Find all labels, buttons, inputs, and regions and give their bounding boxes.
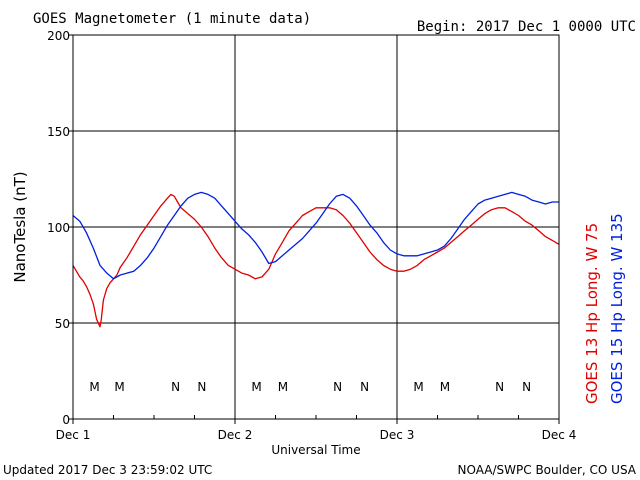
y-tick-label: 150 xyxy=(47,125,70,139)
marker-m: M xyxy=(278,380,288,394)
begin-time: Begin: 2017 Dec 1 0000 UTC xyxy=(417,19,636,35)
marker-n: N xyxy=(197,380,206,394)
series-line-goes13 xyxy=(72,193,560,328)
y-tick-label: 0 xyxy=(62,413,70,427)
marker-m: M xyxy=(251,380,261,394)
marker-m: M xyxy=(114,380,124,394)
chart-title: GOES Magnetometer (1 minute data) xyxy=(33,11,311,27)
y-tick-label: 100 xyxy=(47,221,70,235)
credit: NOAA/SWPC Boulder, CO USA xyxy=(458,463,637,477)
marker-m: M xyxy=(89,380,99,394)
x-axis-ticks: Dec 1 Dec 2 Dec 3 Dec 4 xyxy=(56,415,577,442)
y-tick-label: 200 xyxy=(47,29,70,43)
plot-frame xyxy=(72,34,560,420)
updated-time: Updated 2017 Dec 3 23:59:02 UTC xyxy=(3,463,212,477)
x-tick-label: Dec 3 xyxy=(380,428,415,442)
y-axis-ticks: 0 50 100 150 200 xyxy=(47,29,73,427)
legend-goes13: GOES 13 Hp Long. W 75 xyxy=(583,223,601,404)
marker-n: N xyxy=(495,380,504,394)
marker-n: N xyxy=(171,380,180,394)
marker-m: M xyxy=(413,380,423,394)
grid xyxy=(73,35,559,419)
y-tick-label: 50 xyxy=(55,317,70,331)
y-axis-label: NanoTesla (nT) xyxy=(11,171,29,282)
marker-n: N xyxy=(333,380,342,394)
marker-n: N xyxy=(522,380,531,394)
x-tick-label: Dec 1 xyxy=(56,428,91,442)
x-tick-label: Dec 4 xyxy=(542,428,577,442)
x-axis-label: Universal Time xyxy=(271,443,360,457)
marker-n: N xyxy=(360,380,369,394)
x-tick-label: Dec 2 xyxy=(218,428,253,442)
series-lines xyxy=(72,191,560,328)
legend-goes15: GOES 15 Hp Long. W 135 xyxy=(608,213,626,404)
series-line-goes15 xyxy=(72,191,559,280)
marker-m: M xyxy=(440,380,450,394)
